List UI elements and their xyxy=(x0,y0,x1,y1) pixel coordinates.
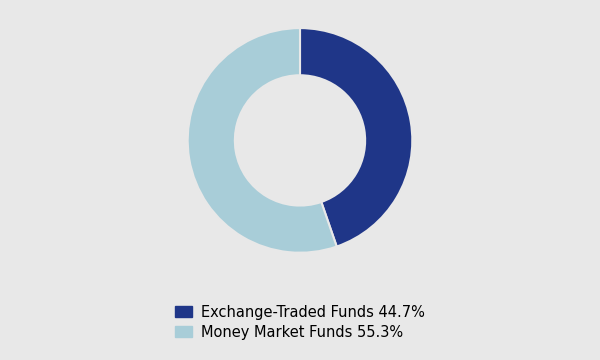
Legend: Exchange-Traded Funds 44.7%, Money Market Funds 55.3%: Exchange-Traded Funds 44.7%, Money Marke… xyxy=(169,299,431,346)
Wedge shape xyxy=(188,28,337,253)
Wedge shape xyxy=(300,28,412,247)
